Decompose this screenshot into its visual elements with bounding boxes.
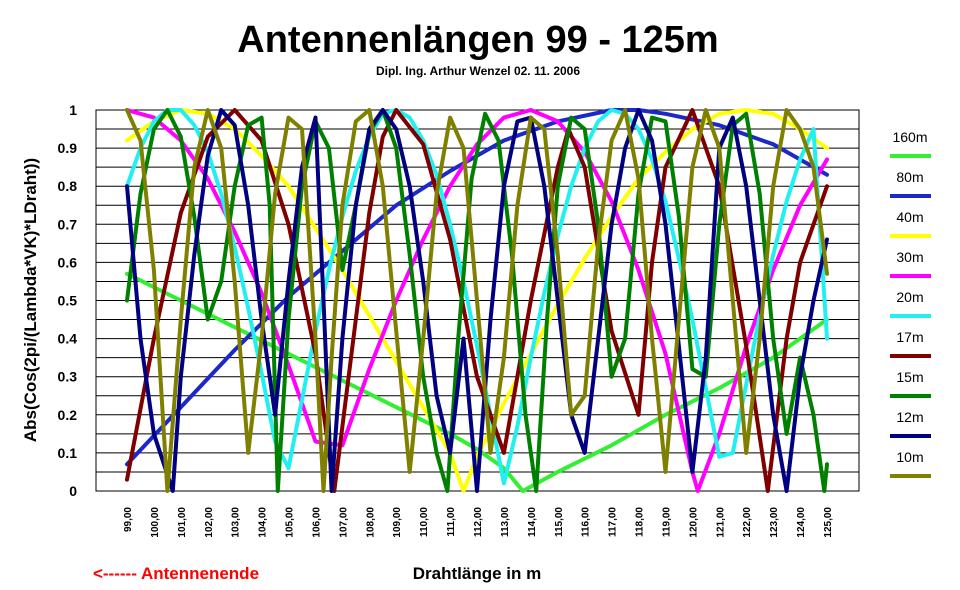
- y-tick-label: 0.2: [58, 407, 78, 423]
- x-axis-label: Drahtlänge in m: [413, 564, 541, 583]
- x-tick-label: 112,00: [473, 507, 484, 537]
- antenna-end-annotation: <------ Antennenende: [93, 564, 259, 583]
- y-tick-label: 0.6: [58, 254, 78, 270]
- legend-label: 12m: [896, 409, 923, 425]
- series-lines: [125, 108, 829, 493]
- y-tick-label: 1: [69, 102, 77, 118]
- y-tick-label: 0.1: [58, 445, 78, 461]
- series-line-20m: [125, 108, 829, 486]
- legend: 160m 80m 40m 30m 20m 17m 15m 12m 10m: [890, 129, 931, 478]
- plot-area: [95, 108, 860, 493]
- x-tick-label: 101,00: [177, 507, 188, 538]
- x-tick-label: 124,00: [796, 507, 807, 538]
- legend-label: 80m: [896, 169, 923, 185]
- y-tick-label: 0.5: [58, 293, 78, 309]
- y-tick-label: 0.4: [58, 331, 78, 347]
- legend-label: 17m: [896, 329, 923, 345]
- chart-title: Antennenlängen 99 - 125m: [237, 19, 718, 61]
- x-tick-label: 99,00: [123, 507, 134, 532]
- x-tick-label: 117,00: [608, 507, 619, 537]
- x-tick-label: 105,00: [285, 507, 296, 538]
- x-tick-label: 110,00: [419, 507, 430, 537]
- x-tick-label: 122,00: [742, 507, 753, 538]
- series-line-10m: [125, 108, 829, 493]
- x-tick-label: 123,00: [769, 507, 780, 538]
- y-tick-label: 0.8: [58, 178, 78, 194]
- x-tick-label: 100,00: [150, 507, 161, 538]
- x-tick-label: 113,00: [500, 507, 511, 537]
- x-tick-label: 108,00: [365, 507, 376, 538]
- x-tick-label: 125,00: [823, 507, 834, 538]
- y-axis-label: Abs(Cos(2pi/(Lambda*VK)*LDraht)): [21, 158, 40, 442]
- x-tick-label: 103,00: [231, 507, 242, 538]
- chart-subtitle: Dipl. Ing. Arthur Wenzel 02. 11. 2006: [376, 64, 580, 78]
- x-tick-label: 114,00: [527, 507, 538, 537]
- x-tick-label: 121,00: [715, 507, 726, 538]
- x-tick-label: 116,00: [581, 507, 592, 537]
- x-tick-label: 111,00: [446, 507, 457, 537]
- legend-label: 15m: [896, 369, 923, 385]
- legend-label: 10m: [896, 449, 923, 465]
- series-line-15m: [125, 108, 829, 493]
- x-tick-label: 109,00: [392, 507, 403, 538]
- series-line-40m: [125, 108, 829, 493]
- series-line-30m: [125, 108, 829, 493]
- x-axis-ticks: 99,00 100,00 101,00 102,00 103,00 104,00 105,0…: [123, 507, 834, 538]
- x-tick-label: 107,00: [338, 507, 349, 538]
- legend-label: 40m: [896, 209, 923, 225]
- y-axis-ticks: 0 0.1 0.2 0.3 0.4 0.5 0.6 0.7 0.8 0.9 1: [58, 102, 78, 499]
- x-tick-label: 106,00: [311, 507, 322, 538]
- x-tick-label: 104,00: [258, 507, 269, 538]
- x-tick-label: 120,00: [688, 507, 699, 538]
- x-tick-label: 118,00: [635, 507, 646, 537]
- x-tick-label: 115,00: [554, 507, 565, 537]
- y-tick-label: 0.3: [58, 369, 78, 385]
- legend-label: 30m: [896, 249, 923, 265]
- legend-label: 160m: [892, 129, 927, 145]
- legend-label: 20m: [896, 289, 923, 305]
- y-tick-label: 0: [69, 483, 77, 499]
- x-tick-label: 102,00: [204, 507, 215, 538]
- x-tick-label: 119,00: [661, 507, 672, 537]
- y-tick-label: 0.9: [58, 140, 78, 156]
- y-tick-label: 0.7: [58, 216, 78, 232]
- series-line-12m: [125, 108, 829, 493]
